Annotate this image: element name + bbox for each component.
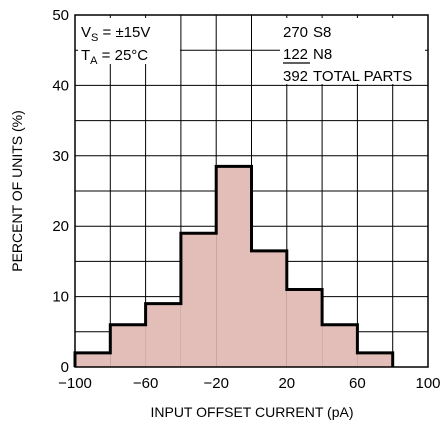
y-tick-label: 0 (61, 359, 69, 376)
temperature-label: TA = 25°C (81, 47, 148, 67)
conditions-box-bg (78, 18, 180, 64)
x-tick-label: 20 (278, 375, 295, 392)
histogram-bar (322, 324, 358, 367)
histogram-outline (73, 164, 395, 367)
x-tick-label: 100 (415, 375, 440, 392)
histogram-bar (145, 303, 181, 367)
parts-count-box-bg (280, 18, 425, 84)
total-parts-label: 392 TOTAL PARTS (283, 68, 412, 85)
parts-count-box: 270 S8 122 N8 392 TOTAL PARTS (280, 18, 425, 85)
histogram-bar (357, 352, 393, 367)
s8-count-label: 270 S8 (283, 24, 331, 41)
y-tick-label: 50 (52, 7, 69, 24)
n8-count-label: 122 N8 (283, 46, 332, 63)
x-tick-labels: −100 −60 −20 20 60 100 (58, 375, 440, 392)
conditions-box: VS = ±15V TA = 25°C (78, 18, 180, 67)
x-tick-label: −60 (133, 375, 158, 392)
histogram-bar (251, 250, 287, 367)
histogram-bars (73, 164, 395, 367)
histogram-bar (180, 233, 217, 367)
x-axis-label: INPUT OFFSET CURRENT (pA) (150, 404, 353, 420)
y-tick-label: 20 (52, 218, 69, 235)
histogram-bar (216, 166, 252, 367)
histogram-bar (286, 289, 323, 367)
y-axis-label: PERCENT OF UNITS (%) (9, 110, 25, 272)
plot-frame (74, 14, 429, 368)
y-tick-label: 10 (52, 289, 69, 306)
supply-voltage-label: VS = ±15V (81, 24, 150, 44)
x-tick-label: 60 (349, 375, 366, 392)
x-tick-label: −20 (203, 375, 228, 392)
x-tick-label: −100 (58, 375, 92, 392)
histogram-bar (75, 352, 111, 367)
histogram-bar (110, 324, 146, 367)
y-tick-label: 40 (52, 77, 69, 94)
y-tick-labels: 0 10 20 30 40 50 (52, 7, 69, 376)
y-tick-label: 30 (52, 148, 69, 165)
